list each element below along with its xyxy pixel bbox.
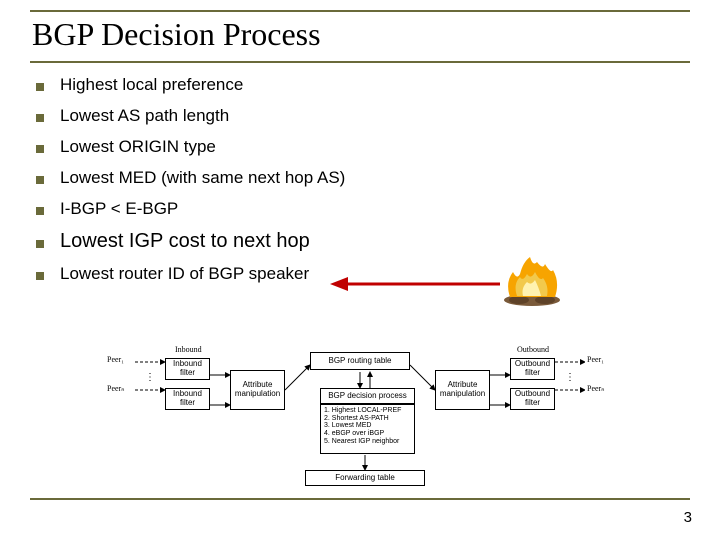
bullet-list: Highest local preference Lowest AS path … [30, 75, 690, 284]
peer-label: Peer₁ [107, 356, 124, 365]
bullet-marker [36, 145, 44, 153]
page-number: 3 [684, 509, 692, 526]
attr-manip-box: Attribute manipulation [230, 370, 285, 410]
decision-steps-box: 1. Highest LOCAL-PREF 2. Shortest AS-PAT… [320, 404, 415, 454]
bullet-text: Lowest ORIGIN type [60, 137, 216, 157]
decision-process-box: BGP decision process [320, 388, 415, 404]
outbound-filter-box: Outbound filter [510, 358, 555, 380]
bullet-text: Lowest router ID of BGP speaker [60, 264, 309, 284]
peer-label: Peer₁ [587, 356, 604, 365]
svg-text:⋮: ⋮ [565, 372, 575, 383]
inbound-label: Inbound [175, 346, 202, 355]
bullet-text: Lowest IGP cost to next hop [60, 230, 310, 253]
bullet-item: Lowest MED (with same next hop AS) [36, 168, 690, 188]
bullet-item-emph: Lowest IGP cost to next hop [36, 230, 690, 253]
bullet-item: Lowest ORIGIN type [36, 137, 690, 157]
bullet-marker [36, 240, 44, 248]
bullet-text: Lowest AS path length [60, 106, 229, 126]
bullet-item: I-BGP < E-BGP [36, 199, 690, 219]
outbound-filter-box: Outbound filter [510, 388, 555, 410]
bgp-diagram: ⋮ ⋮ Peer₁ Peerₙ Peer₁ Pe [135, 350, 585, 490]
bullet-item: Highest local preference [36, 75, 690, 95]
inbound-filter-box: Inbound filter [165, 358, 210, 380]
routing-table-box: BGP routing table [310, 352, 410, 370]
fire-icon [495, 252, 570, 307]
slide-title: BGP Decision Process [30, 16, 690, 53]
bullet-text: Highest local preference [60, 75, 243, 95]
bullet-item: Lowest AS path length [36, 106, 690, 126]
outbound-label: Outbound [517, 346, 549, 355]
bullet-text: Lowest MED (with same next hop AS) [60, 168, 345, 188]
peer-label: Peerₙ [587, 385, 604, 394]
forwarding-table-box: Forwarding table [305, 470, 425, 486]
svg-text:⋮: ⋮ [145, 372, 155, 383]
bullet-marker [36, 83, 44, 91]
bullet-marker [36, 207, 44, 215]
bullet-marker [36, 272, 44, 280]
bullet-text: I-BGP < E-BGP [60, 199, 178, 219]
title-rule-wrap: BGP Decision Process [30, 10, 690, 63]
pointer-arrow [330, 275, 500, 293]
attr-manip-box: Attribute manipulation [435, 370, 490, 410]
peer-label: Peerₙ [107, 385, 124, 394]
bottom-rule [30, 498, 690, 500]
bullet-marker [36, 176, 44, 184]
inbound-filter-box: Inbound filter [165, 388, 210, 410]
bullet-marker [36, 114, 44, 122]
